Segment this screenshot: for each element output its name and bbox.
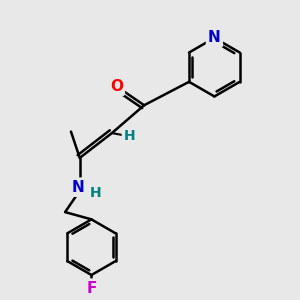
Text: H: H [90,186,102,200]
Text: H: H [124,129,135,143]
Text: F: F [86,281,97,296]
Text: N: N [208,30,221,45]
Text: O: O [110,79,123,94]
Text: N: N [72,180,85,195]
